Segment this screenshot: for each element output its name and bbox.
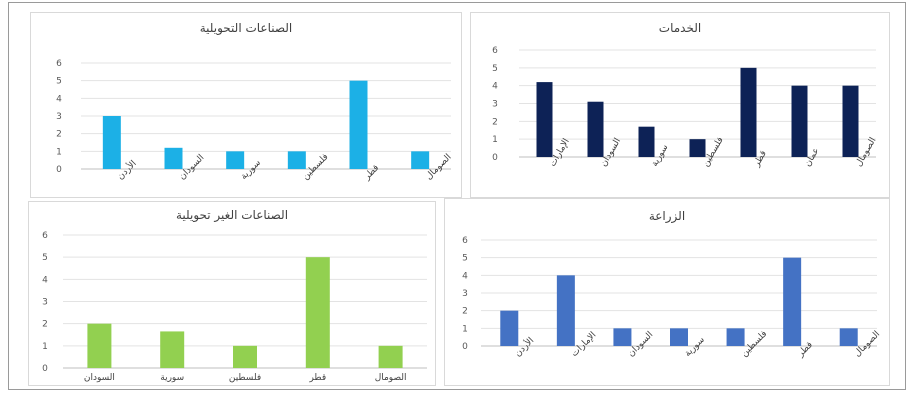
x-tick-label: فلسطين [229,373,261,383]
y-tick-label: 5 [56,77,62,87]
chart-panel-non-manufacturing: الصناعات الغير تحويلية 0 1 2 3 4 5 6 السودان سور… [28,201,436,386]
x-tick-label: سورية [160,373,184,383]
bar [164,147,183,169]
chart-title: الزراعة [648,209,686,223]
bar [726,328,745,346]
bar [791,85,808,157]
chart-panel-manufacturing: الصناعات التحويلية 0 1 2 3 4 5 6 الأردن السودان س… [30,12,462,198]
bar [556,275,575,346]
chart-panel-services: الخدمات 0 1 2 3 4 5 6 الإمارات السودان سورية فلسطي… [470,12,890,198]
y-tick-label: 2 [42,320,48,330]
bar [670,328,688,346]
bar [160,331,185,368]
chart-title: الخدمات [658,21,702,35]
y-tick-label: 6 [42,231,48,241]
y-tick-label: 4 [56,94,62,104]
y-tick-label: 3 [492,100,498,110]
y-tick-label: 0 [492,153,498,163]
bar [226,151,245,169]
y-tick-label: 2 [492,117,498,127]
y-tick-label: 5 [462,254,468,264]
bar [839,328,858,346]
chart-title: الصناعات التحويلية [199,21,293,35]
x-tick-label: الصومال [375,373,407,383]
bar [740,67,757,157]
x-tick-label: السودان [84,373,115,383]
bar [233,345,257,368]
y-tick-label: 0 [42,364,48,374]
bar [689,139,706,157]
bar [378,345,403,368]
y-tick-label: 4 [42,275,48,285]
bar [87,323,112,368]
y-tick-label: 6 [462,236,468,246]
bar [102,116,121,169]
x-tick-label: قطر [308,373,326,383]
y-tick-label: 1 [42,342,48,352]
y-tick-label: 2 [56,130,62,140]
bar [411,151,430,169]
bar [287,151,306,169]
bar [536,82,553,157]
y-tick-label: 4 [462,271,468,281]
bar [842,85,859,157]
bar [783,257,802,346]
bar [587,101,604,157]
y-tick-label: 1 [462,324,468,334]
bar [638,126,655,157]
y-tick-label: 3 [56,112,62,122]
y-tick-label: 3 [462,289,468,299]
y-tick-label: 3 [42,298,48,308]
chart-svg: 0 1 2 3 4 5 6 السودان سورية فلسطين قطر الصومال [42,231,427,383]
y-tick-label: 0 [462,342,468,352]
y-tick-label: 1 [492,135,498,145]
bar [500,310,519,346]
bar [349,80,368,169]
y-tick-label: 5 [42,253,48,263]
bar [305,257,330,368]
y-tick-label: 0 [56,165,62,175]
y-tick-label: 1 [56,147,62,157]
y-tick-label: 6 [492,46,498,56]
y-tick-label: 6 [56,59,62,69]
y-tick-label: 2 [462,307,468,317]
chart-panel-agriculture: الزراعة 0 1 2 3 4 5 6 الأردن الإمارات السودان سوري… [444,198,890,386]
y-tick-label: 4 [492,82,498,92]
bar [613,328,632,346]
chart-title: الصناعات الغير تحويلية [175,208,289,222]
y-tick-label: 5 [492,64,498,74]
